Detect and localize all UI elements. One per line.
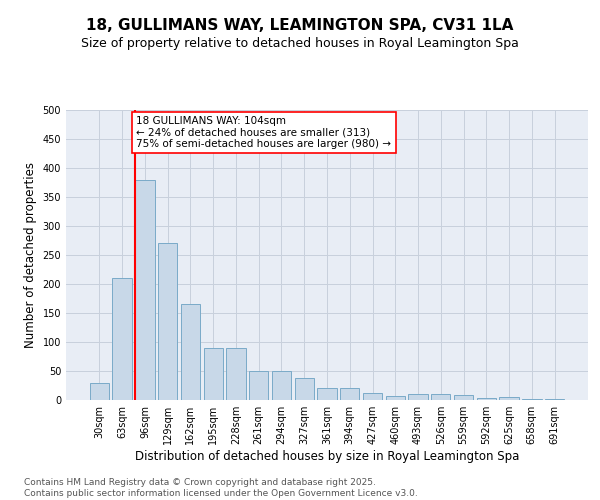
Bar xyxy=(386,396,405,400)
Bar xyxy=(317,388,337,400)
Bar xyxy=(181,304,200,400)
Text: Contains HM Land Registry data © Crown copyright and database right 2025.
Contai: Contains HM Land Registry data © Crown c… xyxy=(24,478,418,498)
Bar xyxy=(90,382,109,400)
Text: Size of property relative to detached houses in Royal Leamington Spa: Size of property relative to detached ho… xyxy=(81,38,519,51)
Bar xyxy=(545,399,564,400)
Bar xyxy=(409,394,428,400)
Bar xyxy=(340,388,359,400)
Text: 18 GULLIMANS WAY: 104sqm
← 24% of detached houses are smaller (313)
75% of semi-: 18 GULLIMANS WAY: 104sqm ← 24% of detach… xyxy=(136,116,391,149)
Bar xyxy=(454,396,473,400)
Bar xyxy=(112,278,132,400)
Bar xyxy=(363,393,382,400)
Bar xyxy=(158,244,178,400)
Bar xyxy=(135,180,155,400)
Text: 18, GULLIMANS WAY, LEAMINGTON SPA, CV31 1LA: 18, GULLIMANS WAY, LEAMINGTON SPA, CV31 … xyxy=(86,18,514,32)
Bar xyxy=(203,348,223,400)
Bar xyxy=(272,371,291,400)
Bar xyxy=(431,394,451,400)
Bar xyxy=(295,378,314,400)
Bar xyxy=(249,371,268,400)
X-axis label: Distribution of detached houses by size in Royal Leamington Spa: Distribution of detached houses by size … xyxy=(135,450,519,463)
Y-axis label: Number of detached properties: Number of detached properties xyxy=(24,162,37,348)
Bar xyxy=(226,348,245,400)
Bar xyxy=(522,399,542,400)
Bar xyxy=(499,397,519,400)
Bar xyxy=(476,398,496,400)
